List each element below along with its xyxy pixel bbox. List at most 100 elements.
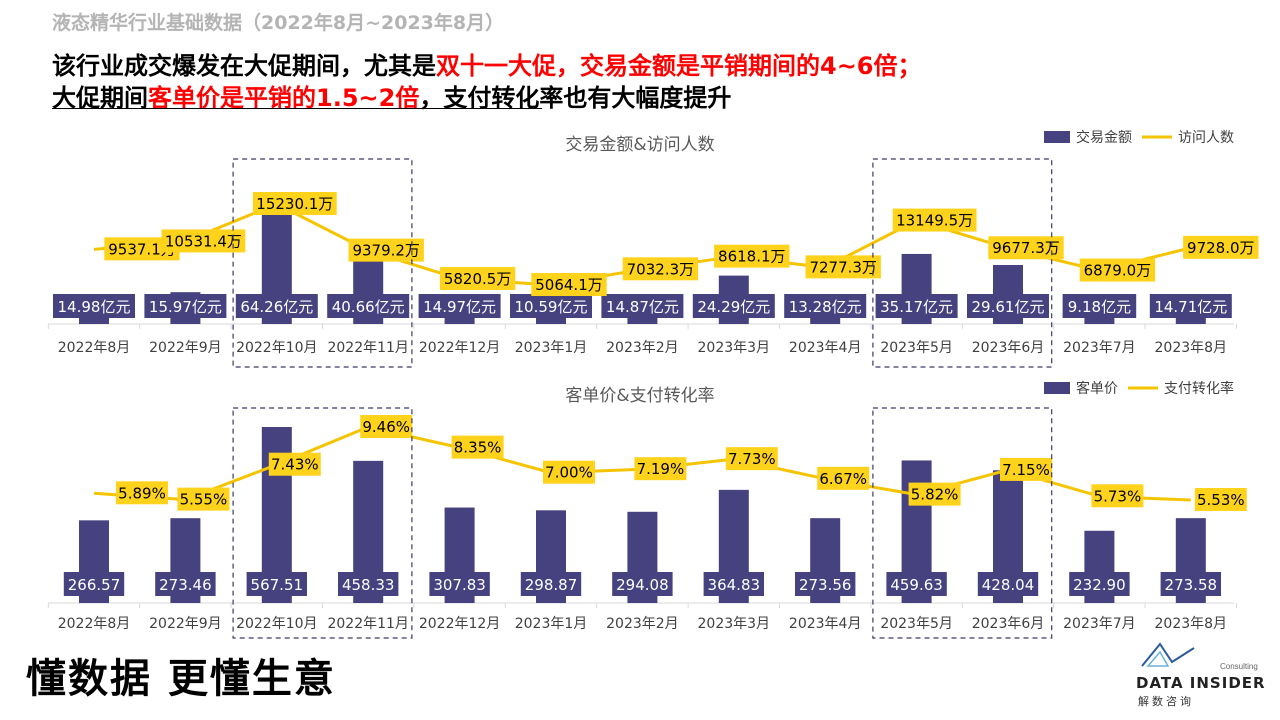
bar-label-2-2: 567.51 xyxy=(251,576,304,594)
line-label-bg-1-5 xyxy=(531,273,607,296)
bar-label-bg-2-5 xyxy=(520,572,582,596)
bar-label-1-12: 14.71亿元 xyxy=(1154,298,1227,316)
line-label-2-1: 5.55% xyxy=(180,491,228,509)
bar-label-1-5: 10.59亿元 xyxy=(515,298,588,316)
logo-brand: DATA INSIDER xyxy=(1136,674,1266,692)
category-label-2-10: 2023年6月 xyxy=(972,616,1045,632)
chart-title-1: 交易金额&访问人数 xyxy=(565,135,714,155)
line-label-bg-2-12 xyxy=(1194,488,1247,511)
bar-label-1-8: 13.28亿元 xyxy=(789,298,862,316)
line-label-bg-1-4 xyxy=(439,266,516,290)
highlight-box-2-1 xyxy=(872,407,1053,639)
bar-label-bg-2-12 xyxy=(1160,572,1221,596)
headline-2-black-b: ，支付转化率也有大幅度提升 xyxy=(419,84,732,112)
bar-label-1-7: 24.29亿元 xyxy=(697,298,770,316)
line-label-bg-1-11 xyxy=(1079,258,1156,282)
highlight-box-1-0 xyxy=(232,158,413,368)
bar-label-bg-1-2 xyxy=(235,294,318,318)
bar-label-bg-1-9 xyxy=(875,294,958,318)
line-label-1-4: 5820.5万 xyxy=(444,270,512,288)
category-label-1-9: 2023年5月 xyxy=(880,340,953,356)
highlight-box-2-0 xyxy=(232,407,413,639)
bar-label-2-10: 428.04 xyxy=(982,576,1035,594)
bar-label-1-6: 14.87亿元 xyxy=(606,298,679,316)
line-label-2-8: 6.67% xyxy=(819,470,867,488)
bar-label-bg-1-10 xyxy=(967,294,1049,318)
line-label-bg-1-3 xyxy=(348,238,424,262)
line-label-bg-2-7 xyxy=(725,447,778,471)
line-label-bg-1-2 xyxy=(252,192,337,215)
line-label-1-1: 10531.4万 xyxy=(165,232,242,250)
line-label-2-6: 7.19% xyxy=(637,460,685,478)
legend-bar-label-1: 交易金额 xyxy=(1076,129,1132,146)
bar-label-1-3: 40.66亿元 xyxy=(332,298,405,316)
category-label-1-2: 2022年10月 xyxy=(236,340,317,356)
line-label-1-10: 9677.3万 xyxy=(992,239,1060,257)
bar-label-bg-1-7 xyxy=(692,294,775,318)
line-label-bg-1-9 xyxy=(892,208,977,232)
category-label-1-0: 2022年8月 xyxy=(58,340,131,356)
line-label-1-6: 7032.3万 xyxy=(627,260,695,278)
bar-label-bg-2-8 xyxy=(795,572,856,596)
bar-label-1-2: 64.26亿元 xyxy=(240,298,313,316)
category-label-1-3: 2022年11月 xyxy=(327,340,408,356)
category-label-1-7: 2023年3月 xyxy=(698,340,771,356)
bar-label-bg-2-4 xyxy=(429,572,490,596)
line-label-1-2: 15230.1万 xyxy=(256,195,333,213)
bar-label-2-0: 266.57 xyxy=(68,576,121,594)
bar-label-bg-1-1 xyxy=(144,294,227,318)
bar-label-2-4: 307.83 xyxy=(433,576,486,594)
legend-line-label-2: 支付转化率 xyxy=(1164,380,1234,397)
category-label-2-12: 2023年8月 xyxy=(1155,616,1228,632)
page-subtitle: 液态精华行业基础数据（2022年8月~2023年8月） xyxy=(52,12,505,34)
line-label-bg-2-0 xyxy=(116,481,168,505)
bar-label-2-12: 273.58 xyxy=(1165,576,1218,594)
bar-label-bg-2-10 xyxy=(977,572,1039,596)
bar-label-bg-1-3 xyxy=(327,294,410,318)
category-label-2-11: 2023年7月 xyxy=(1063,616,1136,632)
headline-2-black-a: 大促期间 xyxy=(52,84,148,112)
line-label-bg-2-2 xyxy=(268,452,321,476)
line-label-1-9: 13149.5万 xyxy=(896,212,973,230)
bar-label-2-1: 273.46 xyxy=(159,576,212,594)
category-label-2-7: 2023年3月 xyxy=(698,616,771,632)
chart-title-2: 客单价&支付转化率 xyxy=(565,386,714,406)
charts-canvas: 交易金额&访问人数 交易金额 访问人数 14.98亿元 15.97亿元 64.26亿元 40… xyxy=(47,129,1259,639)
headline-line-2: 大促期间客单价是平销的1.5~2倍，支付转化率也有大幅度提升 xyxy=(52,78,731,113)
category-label-1-6: 2023年2月 xyxy=(606,340,679,356)
bar-label-2-3: 458.33 xyxy=(342,576,395,594)
line-label-bg-2-11 xyxy=(1091,484,1144,508)
line-label-1-8: 7277.3万 xyxy=(809,258,877,276)
bar-label-1-9: 35.17亿元 xyxy=(880,298,953,316)
logo-cn: 解数咨询 xyxy=(1138,695,1194,708)
bar-label-bg-2-1 xyxy=(155,572,216,596)
line-label-bg-1-0 xyxy=(104,237,180,261)
bar-label-bg-1-8 xyxy=(784,294,867,318)
bar-label-bg-2-11 xyxy=(1069,572,1130,596)
line-label-1-7: 8618.1万 xyxy=(718,248,786,266)
logo-consulting: Consulting xyxy=(1220,662,1258,671)
category-label-1-10: 2023年6月 xyxy=(972,340,1045,356)
category-label-2-6: 2023年2月 xyxy=(606,616,679,632)
bar-label-bg-1-11 xyxy=(1062,294,1137,318)
bar-label-bg-1-0 xyxy=(53,294,135,318)
headline-1-black: 该行业成交爆发在大促期间，尤其是 xyxy=(52,52,436,80)
line-label-2-9: 5.82% xyxy=(911,486,959,504)
bar-label-2-9: 459.63 xyxy=(890,576,943,594)
headline-line-1: 该行业成交爆发在大促期间，尤其是双十一大促，交易金额是平销期间的4~6倍； xyxy=(52,46,922,81)
bar-label-1-1: 15.97亿元 xyxy=(149,298,222,316)
line-label-1-5: 5064.1万 xyxy=(535,276,603,294)
line-label-1-3: 9379.2万 xyxy=(352,242,420,260)
line-label-2-5: 7.00% xyxy=(545,464,593,482)
legend-bar-swatch-1 xyxy=(1044,131,1070,143)
category-label-1-4: 2022年12月 xyxy=(419,340,500,356)
bar-label-bg-2-0 xyxy=(63,572,125,596)
bar-label-1-0: 14.98亿元 xyxy=(58,298,131,316)
bar-label-bg-1-5 xyxy=(510,294,592,318)
highlight-box-1-1 xyxy=(872,158,1053,368)
slogan: 懂数据 更懂生意 xyxy=(26,656,336,702)
category-label-2-4: 2022年12月 xyxy=(419,616,500,632)
bar-label-2-6: 294.08 xyxy=(616,576,669,594)
category-label-1-11: 2023年7月 xyxy=(1063,340,1136,356)
bar-label-bg-2-9 xyxy=(886,572,947,596)
